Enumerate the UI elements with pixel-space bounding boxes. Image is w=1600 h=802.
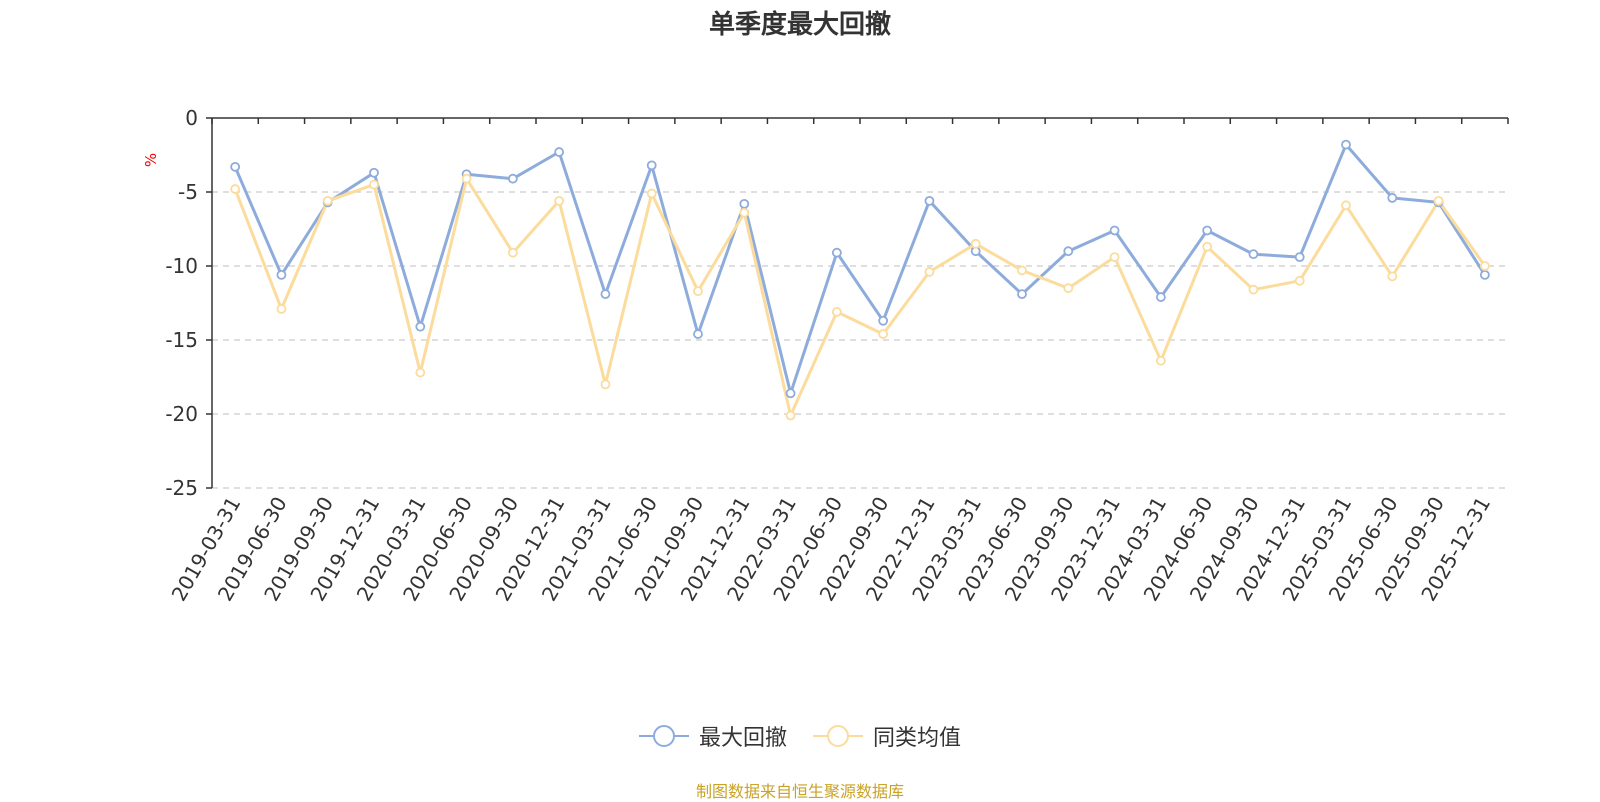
legend-marker-icon [813,725,863,747]
data-point[interactable] [1063,283,1074,294]
data-point[interactable] [831,306,842,317]
data-point[interactable] [693,286,703,297]
data-point[interactable] [600,289,611,300]
data-point[interactable] [1109,225,1120,236]
data-point[interactable] [230,161,241,172]
y-axis-label: % [142,153,160,167]
data-point[interactable] [1248,284,1259,295]
grid-lines [212,191,1508,489]
data-point[interactable] [739,207,750,218]
data-point[interactable] [646,160,657,171]
data-point[interactable] [1387,193,1398,203]
y-tick-label: -10 [165,254,198,278]
data-point[interactable] [1202,225,1213,236]
data-point[interactable] [1155,292,1166,302]
data-point[interactable] [1433,195,1444,206]
data-point[interactable] [646,188,657,199]
x-axis: 2019-03-312019-06-302019-09-302019-12-31… [167,117,1509,605]
data-point[interactable] [369,167,379,178]
legend: 最大回撤 同类均值 [0,720,1600,752]
data-point[interactable] [1202,241,1213,252]
data-point[interactable] [739,198,750,209]
data-point[interactable] [924,267,935,277]
data-point[interactable] [1294,275,1305,286]
data-point[interactable] [415,367,426,378]
source-text: 制图数据来自恒生聚源数据库 [695,782,904,801]
data-point[interactable] [276,269,287,280]
data-point[interactable] [415,321,426,332]
y-tick-label: -20 [165,402,198,426]
data-point[interactable] [1063,246,1074,257]
data-point[interactable] [369,179,379,190]
data-point[interactable] [1017,265,1027,276]
data-point[interactable] [1155,355,1166,366]
data-point[interactable] [1387,271,1398,282]
data-point[interactable] [1479,261,1490,271]
data-point[interactable] [785,410,796,421]
data-point[interactable] [230,184,241,194]
legend-marker-icon [638,725,689,747]
data-point[interactable] [878,329,889,339]
data-point[interactable] [924,195,935,206]
data-point[interactable] [1017,289,1027,300]
series-points [230,139,1490,421]
series-line-0 [233,143,1487,395]
data-point[interactable] [1248,249,1259,260]
legend-label: 最大回撤 [698,726,787,751]
data-point[interactable] [554,147,565,157]
data-point[interactable] [693,329,703,339]
series-lines [233,143,1487,417]
data-point[interactable] [1341,200,1351,211]
data-point[interactable] [600,379,611,390]
data-point[interactable] [1109,252,1120,263]
data-point[interactable] [507,247,518,258]
data-point[interactable] [970,238,981,249]
data-point[interactable] [1479,269,1490,280]
series-line-1 [233,177,1487,417]
data-point[interactable] [322,195,333,206]
data-point[interactable] [831,247,842,258]
y-tick-label: -25 [165,476,198,500]
data-point[interactable] [507,173,518,184]
line-chart: 0 -5 -10 -15 -20 -25 2019-03-312019-06-302019… [142,106,1509,605]
legend-item[interactable]: 最大回撤 [638,720,787,752]
data-point[interactable] [785,388,796,399]
chart-title: 单季度最大回撤 [708,10,891,40]
data-point[interactable] [878,315,889,326]
data-point[interactable] [461,173,472,184]
legend-item[interactable]: 同类均值 [813,720,961,752]
y-tick-label: -5 [178,180,198,204]
data-point[interactable] [276,304,287,314]
legend-label: 同类均值 [873,726,962,751]
data-point[interactable] [554,195,565,206]
data-point[interactable] [1341,139,1351,150]
y-axis: 0 -5 -10 -15 -20 -25 [165,106,213,500]
y-tick-label: 0 [185,106,198,130]
data-point[interactable] [1294,252,1305,263]
y-tick-label: -15 [165,328,198,352]
